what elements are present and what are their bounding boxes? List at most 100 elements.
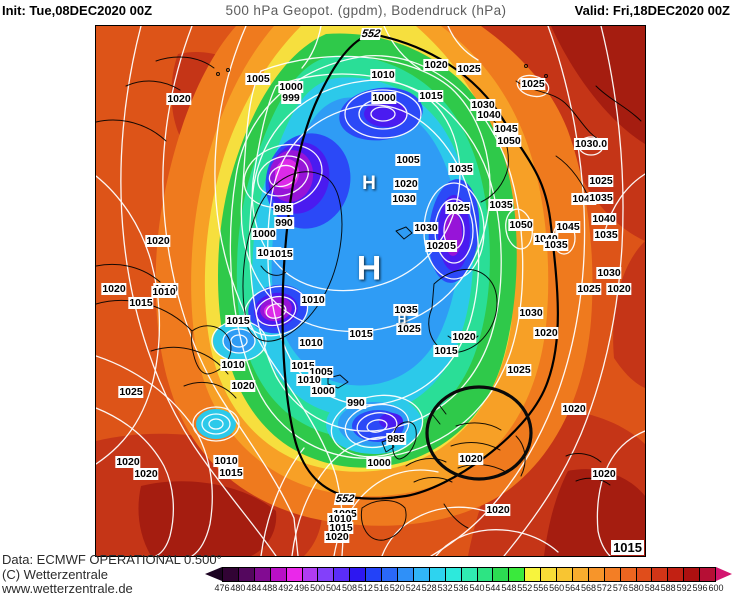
pressure-label: 1020 xyxy=(115,456,141,468)
colorbar-segment xyxy=(381,568,397,581)
colorbar-tick-label: 516 xyxy=(373,583,389,593)
colorbar-segment xyxy=(651,568,668,581)
pressure-label: 1000 xyxy=(251,228,277,240)
colorbar-tick-label: 504 xyxy=(326,583,342,593)
pressure-label: 1030 xyxy=(413,222,439,234)
colorbar-tick-label: 600 xyxy=(708,583,724,593)
colorbar-segment xyxy=(223,568,238,581)
pressure-label: 1020 xyxy=(561,403,587,415)
colorbar-segment xyxy=(317,568,334,581)
pressure-label: 1030 xyxy=(518,307,544,319)
colorbar-tick-label: 512 xyxy=(357,583,373,593)
chart-header: Init: Tue,08DEC2020 00Z 500 hPa Geopot. … xyxy=(0,0,732,24)
colorbar-tick-label: 488 xyxy=(262,583,278,593)
corner-pressure-label: 1015 xyxy=(611,540,644,555)
colorbar-segment xyxy=(603,568,620,581)
weather-map: 1020100510009999859901000101010151020102… xyxy=(95,25,646,557)
pressure-label: 1020 xyxy=(166,93,192,105)
colorbar-tick-label: 492 xyxy=(278,583,294,593)
pressure-label: 990 xyxy=(346,397,366,409)
pressure-label: 1000 xyxy=(278,81,304,93)
pressure-label: 1020 xyxy=(324,531,350,543)
colorbar-tick-label: 572 xyxy=(596,583,612,593)
pressure-label: 1020 xyxy=(533,327,559,339)
colorbar-tick-label: 580 xyxy=(628,583,644,593)
pressure-label: 1015 xyxy=(418,90,444,102)
pressure-label: 1045 xyxy=(555,221,581,233)
pressure-label: 5 xyxy=(449,240,457,252)
pressure-label: 1010 xyxy=(213,455,239,467)
pressure-label: 1005 xyxy=(395,154,421,166)
pressure-label: 1020 xyxy=(133,468,159,480)
pressure-label: 1015 xyxy=(218,467,244,479)
colorbar-segment xyxy=(524,568,541,581)
pressure-label: 1010 xyxy=(151,286,177,298)
pressure-label: 1020 xyxy=(101,283,127,295)
pressure-label: 1020 xyxy=(425,240,451,252)
europe-annotation-circle xyxy=(425,385,533,481)
data-source-label: Data: ECMWF OPERATIONAL 0.500° xyxy=(2,552,222,567)
pressure-label: 1035 xyxy=(488,199,514,211)
pressure-label: 1025 xyxy=(396,323,422,335)
colorbar-tick-label: 500 xyxy=(310,583,326,593)
pressure-label: 1035 xyxy=(588,192,614,204)
pressure-label: 985 xyxy=(273,203,293,215)
colorbar-segment xyxy=(556,568,572,581)
pressure-label: 1020 xyxy=(485,504,511,516)
colorbar-right-arrow-icon xyxy=(716,567,732,581)
colorbar-tick-label: 496 xyxy=(294,583,310,593)
colorbar-segment xyxy=(476,568,493,581)
high-pressure-marker: H xyxy=(356,249,382,288)
pressure-label: 1015 xyxy=(433,345,459,357)
colorbar-left-arrow-icon xyxy=(205,567,222,581)
pressure-label: 1000 xyxy=(366,457,392,469)
colorbar-tick-label: 544 xyxy=(485,583,501,593)
colorbar-segment xyxy=(396,568,413,581)
colorbar-segment xyxy=(253,568,270,581)
colorbar-segment xyxy=(428,568,445,581)
geopotential-contour-label: 552 xyxy=(359,28,383,40)
colorbar-tick-label: 592 xyxy=(676,583,692,593)
colorbar-tick-label: 576 xyxy=(612,583,628,593)
pressure-label: 1020 xyxy=(393,178,419,190)
colorbar-scale-labels: 476 480 484 488 492 496 500 504 508 512 516 520 524 5… xyxy=(214,583,723,595)
chart-title: 500 hPa Geopot. (gpdm), Bodendruck (hPa) xyxy=(225,3,507,18)
colorbar-tick-label: 588 xyxy=(660,583,676,593)
pressure-label: 1015 xyxy=(268,248,294,260)
colorbar-tick-label: 556 xyxy=(533,583,549,593)
pressure-label: 999 xyxy=(281,92,301,104)
geopotential-contour-label: 552 xyxy=(333,493,357,505)
pressure-label: 1035 xyxy=(393,304,419,316)
pressure-label: 1045 xyxy=(493,123,519,135)
pressure-label: 1020 xyxy=(458,453,484,465)
colorbar-segment xyxy=(540,568,557,581)
chart-footer: Data: ECMWF OPERATIONAL 0.500° (C) Wette… xyxy=(2,552,222,597)
colorbar-tick-label: 596 xyxy=(692,583,708,593)
high-pressure-marker: H xyxy=(397,312,407,326)
colorbar-segment xyxy=(444,568,461,581)
pressure-label: 1020 xyxy=(230,380,256,392)
pressure-label: 1010 xyxy=(298,337,324,349)
pressure-label: 1000 xyxy=(310,385,336,397)
colorbar-segment xyxy=(301,568,318,581)
pressure-label: 1025 xyxy=(445,202,471,214)
pressure-label: 1025 xyxy=(506,364,532,376)
colorbar-tick-label: 524 xyxy=(405,583,421,593)
colorbar-tick-label: 560 xyxy=(549,583,565,593)
colorbar-segments xyxy=(222,567,716,582)
colorbar-segment xyxy=(492,568,509,581)
pressure-label: 1020 xyxy=(145,235,171,247)
colorbar-segment xyxy=(587,568,604,581)
colorbar-tick-label: 476 xyxy=(214,583,230,593)
colorbar-tick-label: 480 xyxy=(230,583,246,593)
pressure-label: 1025 xyxy=(118,386,144,398)
init-time-label: Init: Tue,08DEC2020 00Z xyxy=(2,3,153,18)
colorbar-tick-label: 584 xyxy=(644,583,660,593)
pressure-label: 1025 xyxy=(588,175,614,187)
colorbar-tick-label: 536 xyxy=(453,583,469,593)
colorbar-segment xyxy=(699,568,716,581)
pressure-label: 1040 xyxy=(591,213,617,225)
pressure-label: 1030 xyxy=(596,267,622,279)
colorbar-segment xyxy=(619,568,636,581)
